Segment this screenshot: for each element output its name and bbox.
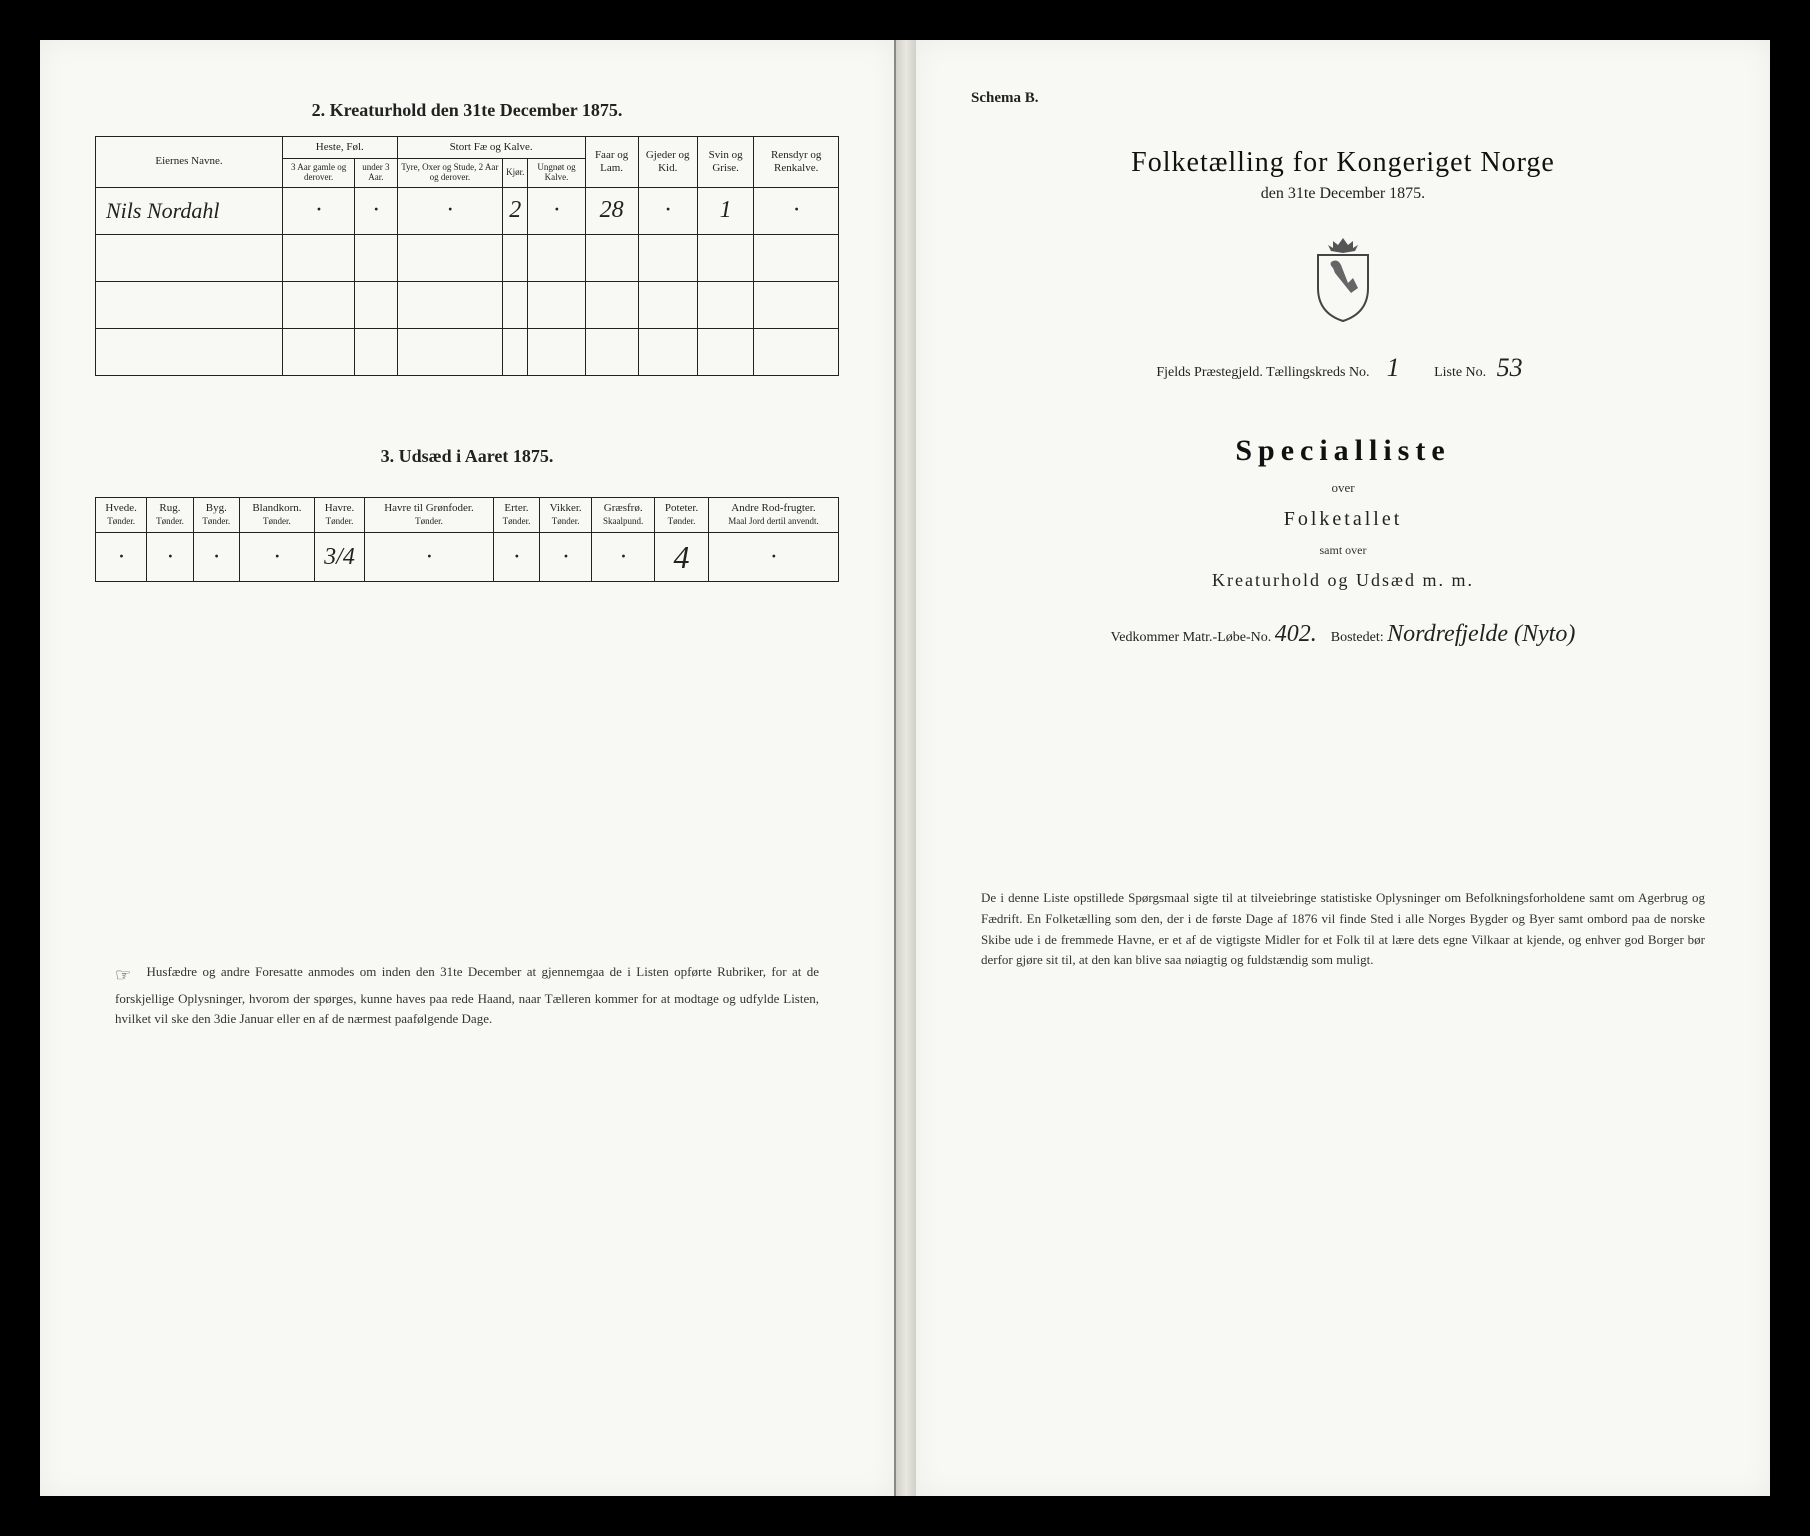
left-footer-note: ☞ Husfædre og andre Foresatte anmodes om… — [95, 962, 839, 1028]
col-cattle-b: Kjør. — [503, 159, 528, 188]
table-row: · · · · 3/4 · · · · 4 · — [96, 533, 839, 582]
vedkommer-line: Vedkommer Matr.-Løbe-No. 402. Bostedet: … — [971, 621, 1715, 648]
list-label: Liste No. — [1434, 365, 1486, 380]
cell-reindeer: · — [754, 187, 839, 234]
col-horses-a: 3 Aar gamle og derover. — [283, 159, 355, 188]
parish-label: Fjelds Præstegjeld. Tællingskreds No. — [1156, 365, 1369, 380]
vedkommer-label: Vedkommer Matr.-Løbe-No. — [1111, 630, 1272, 645]
col-reindeer: Rensdyr og Renkalve. — [754, 137, 839, 188]
book-spine — [896, 40, 916, 1496]
col-other: Andre Rod-frugter.Maal Jord dertil anven… — [708, 497, 838, 532]
col-barley: Byg.Tønder. — [193, 497, 239, 532]
col-mixed: Blandkorn.Tønder. — [239, 497, 314, 532]
date-line: den 31te December 1875. — [971, 185, 1715, 203]
livestock-table: Eiernes Navne. Heste, Føl. Stort Fæ og K… — [95, 136, 839, 376]
parish-line: Fjelds Præstegjeld. Tællingskreds No. 1 … — [971, 353, 1715, 384]
right-page: Schema B. Folketælling for Kongeriget No… — [916, 40, 1770, 1496]
cell-pigs: 1 — [697, 187, 754, 234]
cell-peas: · — [493, 533, 539, 582]
col-oats: Havre.Tønder. — [314, 497, 364, 532]
footer-text: Husfædre og andre Foresatte anmodes om i… — [115, 964, 819, 1026]
col-owner: Eiernes Navne. — [96, 137, 283, 188]
cell-horses-a: · — [283, 187, 355, 234]
section3-title: 3. Udsæd i Aaret 1875. — [95, 446, 839, 467]
specialliste-title: Specialliste — [971, 434, 1715, 468]
cell-other: · — [708, 533, 838, 582]
col-sheep: Faar og Lam. — [585, 137, 638, 188]
over-label: over — [971, 480, 1715, 496]
cell-oats: 3/4 — [314, 533, 364, 582]
cell-cattle-a: · — [397, 187, 502, 234]
col-horses-b: under 3 Aar. — [355, 159, 397, 188]
col-grass: Græsfrø.Skaalpund. — [592, 497, 655, 532]
cell-vetches: · — [540, 533, 592, 582]
col-rye: Rug.Tønder. — [147, 497, 193, 532]
col-potatoes: Poteter.Tønder. — [655, 497, 709, 532]
col-cattle-c: Ungnøt og Kalve. — [528, 159, 585, 188]
cell-goats: · — [638, 187, 697, 234]
col-horses: Heste, Føl. — [283, 137, 398, 159]
cell-grass: · — [592, 533, 655, 582]
section2-title: 2. Kreaturhold den 31te December 1875. — [95, 100, 839, 121]
cell-oats-fodder: · — [365, 533, 494, 582]
coat-of-arms-icon — [971, 233, 1715, 328]
pointing-hand-icon: ☞ — [115, 962, 131, 989]
owner-name: Nils Nordahl — [96, 187, 283, 234]
bostedet-label: Bostedet: — [1331, 630, 1384, 645]
col-vetches: Vikker.Tønder. — [540, 497, 592, 532]
main-title: Folketælling for Kongeriget Norge — [971, 147, 1715, 179]
sowing-table: Hvede.Tønder. Rug.Tønder. Byg.Tønder. Bl… — [95, 497, 839, 582]
right-footer-note: De i denne Liste opstillede Spørgsmaal s… — [971, 888, 1715, 971]
cell-rye: · — [147, 533, 193, 582]
samt-label: samt over — [971, 543, 1715, 558]
cell-barley: · — [193, 533, 239, 582]
document-scan: 2. Kreaturhold den 31te December 1875. E… — [40, 40, 1770, 1496]
matr-no: 402. — [1275, 621, 1317, 647]
cell-cattle-c: · — [528, 187, 585, 234]
kreatur-label: Kreaturhold og Udsæd m. m. — [971, 570, 1715, 591]
cell-cattle-b: 2 — [503, 187, 528, 234]
cell-wheat: · — [96, 533, 147, 582]
schema-label: Schema B. — [971, 90, 1715, 107]
cell-horses-b: · — [355, 187, 397, 234]
col-oats-fodder: Havre til Grønfoder.Tønder. — [365, 497, 494, 532]
list-no: 53 — [1490, 353, 1530, 384]
folketallet-label: Folketallet — [971, 508, 1715, 531]
cell-potatoes: 4 — [655, 533, 709, 582]
col-peas: Erter.Tønder. — [493, 497, 539, 532]
bostedet-value: Nordrefjelde (Nyto) — [1387, 621, 1575, 647]
col-cattle-a: Tyre, Oxer og Stude, 2 Aar og derover. — [397, 159, 502, 188]
cell-sheep: 28 — [585, 187, 638, 234]
table-row: Nils Nordahl · · · 2 · 28 · 1 · — [96, 187, 839, 234]
col-goats: Gjeder og Kid. — [638, 137, 697, 188]
col-pigs: Svin og Grise. — [697, 137, 754, 188]
cell-mixed: · — [239, 533, 314, 582]
left-page: 2. Kreaturhold den 31te December 1875. E… — [40, 40, 896, 1496]
circle-no: 1 — [1373, 353, 1413, 384]
col-wheat: Hvede.Tønder. — [96, 497, 147, 532]
col-cattle: Stort Fæ og Kalve. — [397, 137, 585, 159]
